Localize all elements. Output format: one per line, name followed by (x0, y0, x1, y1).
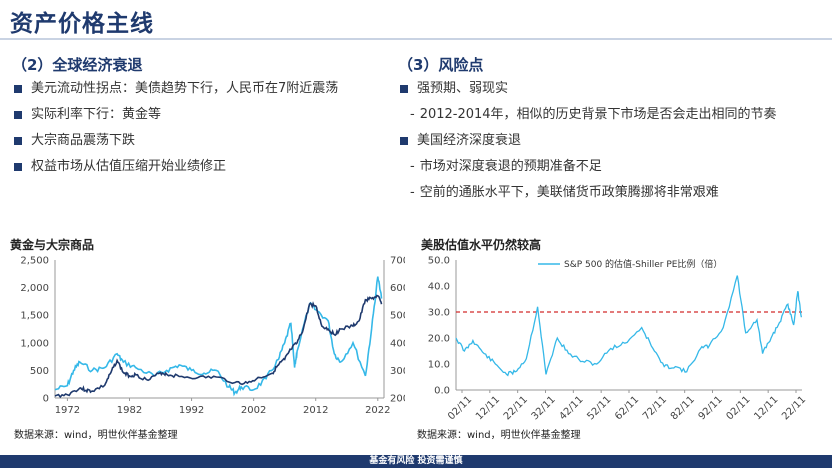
y-tick-label-right: 300 (390, 366, 405, 377)
y-tick-label: 50.0 (428, 256, 450, 267)
x-tick-label: 22/11 (780, 394, 808, 422)
y-tick-label-right: 200 (390, 394, 405, 405)
square-bullet-icon (14, 111, 22, 119)
x-tick-label: 22/11 (502, 394, 530, 422)
section-heading-risks: （3）风险点 (398, 56, 484, 74)
square-bullet-icon (400, 85, 408, 93)
y-tick-label-left: 1,500 (20, 311, 49, 322)
x-tick-label: 02/11 (446, 394, 474, 422)
list-item: 实际利率下行：黄金等 (12, 106, 388, 132)
y-tick-label-left: 1,000 (20, 338, 49, 349)
gold-series-line (54, 294, 383, 399)
x-tick-label: 02/11 (724, 394, 752, 422)
dash-bullet-icon: - (410, 159, 415, 174)
dash-bullet-icon: - (410, 107, 415, 122)
gold-commodity-chart: 2,500 2,000 1,500 1,000 500 0 700 600 500 400 300 2… (20, 256, 405, 417)
x-tick-label: 62/11 (613, 394, 641, 422)
risk-disclaimer-footer: 基金有风险 投资需谨慎 (0, 455, 832, 468)
x-tick-label: 1982 (117, 405, 142, 416)
x-tick-label: 72/11 (641, 394, 669, 422)
us-valuation-chart: 50.040.030.020.010.00.002/11 12/11 22/11 32… (428, 256, 809, 423)
y-tick-label: 20.0 (428, 334, 450, 345)
y-tick-label-right: 600 (390, 283, 405, 294)
section-heading-recession: （2）全球经济衰退 (12, 56, 143, 74)
x-tick-label: 82/11 (669, 394, 697, 422)
list-item: 美国经济深度衰退 (398, 132, 828, 158)
dash-bullet-icon: - (410, 185, 415, 200)
recession-bullet-list: 美元流动性拐点：美债趋势下行，人民币在7附近震荡 实际利率下行：黄金等 大宗商品… (12, 80, 388, 184)
x-tick-label: 12/11 (752, 394, 780, 422)
list-subitem: - 空前的通胀水平下，美联储货币政策腾挪将非常艰难 (410, 185, 719, 200)
chart-source-note: 数据来源：wind，明世伙伴基金整理 (417, 430, 581, 441)
x-tick-label: 52/11 (585, 394, 613, 422)
square-bullet-icon (14, 163, 22, 171)
x-tick-label: 2002 (241, 405, 266, 416)
list-subitem: -2012-2014年，相似的历史背景下市场是否会走出相同的节奏 (410, 107, 777, 122)
page-title: 资产价格主线 (10, 11, 154, 37)
y-tick-label: 0.0 (434, 386, 450, 397)
y-tick-label-right: 400 (390, 338, 405, 349)
y-tick-label-left: 2,000 (20, 283, 49, 294)
list-item: 大宗商品震荡下跌 (12, 132, 388, 158)
y-tick-label-right: 700 (390, 256, 405, 267)
square-bullet-icon (400, 137, 408, 145)
x-tick-label: 1992 (179, 405, 204, 416)
list-item: 权益市场从估值压缩开始业绩修正 (12, 158, 388, 184)
risk-bullet-list: 强预期、弱现实 -2012-2014年，相似的历史背景下市场是否会走出相同的节奏… (398, 80, 828, 210)
x-tick-label: 2022 (365, 405, 390, 416)
x-tick-label: 12/11 (474, 394, 502, 422)
x-tick-label: 32/11 (530, 394, 558, 422)
shiller-pe-series-line (455, 275, 803, 377)
title-divider (0, 38, 832, 40)
y-tick-label-right: 500 (390, 311, 405, 322)
legend-label: S&P 500 的估值-Shiller PE比例（倍） (564, 258, 722, 270)
list-item: 美元流动性拐点：美债趋势下行，人民币在7附近震荡 (12, 80, 388, 106)
y-tick-label-left: 0 (43, 394, 49, 405)
list-subitem: - 市场对深度衰退的预期准备不足 (410, 159, 602, 174)
y-tick-label-left: 500 (30, 366, 49, 377)
commodity-series-line (54, 276, 383, 397)
chart-source-note: 数据来源：wind，明世伙伴基金整理 (14, 430, 178, 441)
list-item: 强预期、弱现实 (398, 80, 828, 106)
y-tick-label: 40.0 (428, 282, 450, 293)
y-tick-label: 30.0 (428, 308, 450, 319)
square-bullet-icon (14, 137, 22, 145)
y-tick-label-left: 2,500 (20, 256, 49, 267)
x-tick-label: 92/11 (697, 394, 725, 422)
y-tick-label: 10.0 (428, 360, 450, 371)
x-tick-label: 1972 (55, 405, 80, 416)
x-tick-label: 42/11 (557, 394, 585, 422)
square-bullet-icon (14, 85, 22, 93)
gold-commodity-chart-title: 黄金与大宗商品 (10, 238, 95, 252)
us-valuation-chart-title: 美股估值水平仍然较高 (421, 238, 542, 252)
x-tick-label: 2012 (303, 405, 328, 416)
